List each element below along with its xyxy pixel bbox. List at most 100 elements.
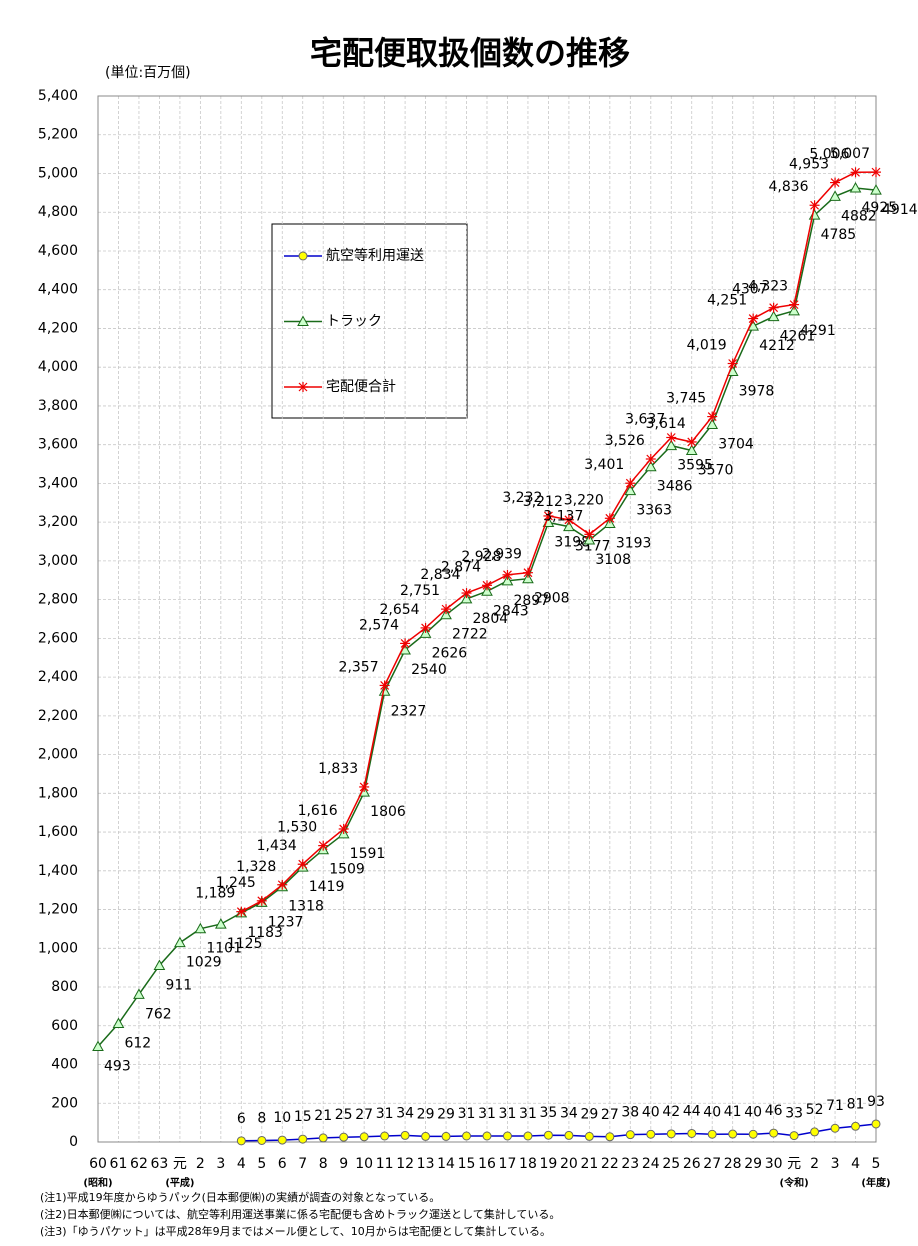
data-label: 4,953: [789, 157, 829, 173]
data-label: 31: [458, 1106, 476, 1122]
data-label: 25: [335, 1107, 353, 1123]
data-label: 1509: [329, 862, 365, 878]
data-label: 35: [540, 1105, 558, 1121]
marker: [359, 1132, 369, 1142]
data-label: 493: [104, 1059, 131, 1075]
marker: [359, 781, 370, 792]
y-tick-label: 1,600: [38, 824, 78, 840]
marker: [789, 1131, 799, 1141]
data-label: 27: [355, 1107, 373, 1123]
unit-label: (単位:百万個): [105, 65, 191, 81]
footnote: (注1)平成19年度からゆうパック(日本郵便㈱)の実績が調査の対象となっている。: [40, 1190, 440, 1204]
data-label: 1237: [268, 914, 304, 930]
y-tick-label: 4,200: [38, 320, 78, 336]
data-label: 40: [703, 1104, 721, 1120]
data-label: 3,212: [523, 494, 563, 510]
x-tick-label: 13: [417, 1156, 435, 1172]
y-tick-label: 2,400: [38, 669, 78, 685]
x-tick-label: 2: [810, 1156, 819, 1172]
marker: [707, 1129, 717, 1139]
data-label: 1125: [227, 936, 263, 952]
x-tick-label: 9: [339, 1156, 348, 1172]
marker: [563, 514, 574, 525]
y-tick-label: 4,400: [38, 282, 78, 298]
data-label: 3363: [636, 503, 672, 519]
marker: [646, 1129, 656, 1139]
marker: [583, 533, 596, 545]
data-label: 3486: [657, 479, 693, 495]
x-tick-label: 11: [376, 1156, 394, 1172]
x-tick-label: 3: [216, 1156, 225, 1172]
x-tick-label: 12: [396, 1156, 414, 1172]
data-label: 4925: [862, 200, 898, 216]
marker: [768, 302, 779, 313]
marker: [563, 520, 575, 532]
marker: [502, 569, 513, 580]
x-tick-label: 5: [257, 1156, 266, 1172]
y-tick-label: 3,400: [38, 475, 78, 491]
marker: [256, 895, 267, 906]
y-tick-label: 3,800: [38, 398, 78, 414]
marker: [870, 184, 882, 195]
data-label: 3,401: [584, 457, 624, 473]
data-label: 4307: [732, 282, 768, 298]
x-tick-label: 62: [130, 1156, 148, 1172]
marker: [440, 608, 452, 620]
data-label: 31: [499, 1106, 517, 1122]
data-label: 93: [867, 1094, 885, 1110]
data-label: 29: [580, 1106, 598, 1122]
y-tick-label: 4,600: [38, 243, 78, 259]
data-label: 4261: [780, 329, 816, 345]
data-label: 2327: [391, 703, 427, 719]
data-label: 1,434: [257, 838, 297, 854]
data-label: 3193: [616, 536, 652, 552]
marker: [400, 1130, 410, 1140]
data-label: 3108: [595, 552, 631, 568]
data-label: 52: [806, 1102, 824, 1118]
marker: [666, 1129, 676, 1139]
y-tick-label: 200: [51, 1095, 78, 1111]
marker: [236, 906, 247, 917]
y-tick-label: 3,600: [38, 437, 78, 453]
marker: [338, 823, 349, 834]
y-tick-label: 2,800: [38, 592, 78, 608]
data-label: 2,574: [359, 617, 399, 633]
marker: [543, 510, 554, 521]
data-label: 2,654: [379, 602, 419, 618]
era-label: (平成): [165, 1176, 194, 1189]
data-label: 4,836: [768, 179, 808, 195]
y-tick-label: 3,000: [38, 553, 78, 569]
marker: [687, 1128, 697, 1138]
marker: [133, 988, 145, 999]
data-label: 3595: [677, 458, 713, 474]
data-label: 81: [847, 1096, 865, 1112]
data-label: 34: [560, 1105, 578, 1121]
marker: [298, 382, 308, 392]
data-label: 1,328: [236, 859, 276, 875]
data-label: 4,019: [687, 338, 727, 354]
data-label: 3,614: [646, 416, 686, 432]
marker: [829, 190, 841, 201]
y-tick-label: 4,000: [38, 359, 78, 375]
era-label: (令和): [780, 1176, 809, 1189]
marker: [153, 959, 166, 971]
marker: [236, 1136, 246, 1146]
data-label: 34: [396, 1105, 414, 1121]
x-tick-label: 4: [851, 1156, 860, 1172]
x-tick-label: 20: [560, 1156, 578, 1172]
x-tick-label: 26: [683, 1156, 701, 1172]
data-label: 71: [826, 1098, 844, 1114]
data-label: 41: [724, 1104, 742, 1120]
x-tick-label: 24: [642, 1156, 660, 1172]
data-label: 4,251: [707, 293, 747, 309]
marker: [849, 181, 862, 193]
y-tick-label: 0: [69, 1134, 78, 1150]
x-tick-label: 27: [703, 1156, 721, 1172]
footnote: (注3)「ゆうパケット」は平成28年9月まではメール便として、10月からは宅配便…: [40, 1224, 551, 1238]
data-label: 3570: [698, 462, 734, 478]
data-label: 2,874: [441, 559, 481, 575]
marker: [481, 585, 493, 596]
x-tick-label: 21: [580, 1156, 598, 1172]
data-label: 3704: [718, 437, 754, 453]
data-label: 33: [785, 1106, 803, 1122]
